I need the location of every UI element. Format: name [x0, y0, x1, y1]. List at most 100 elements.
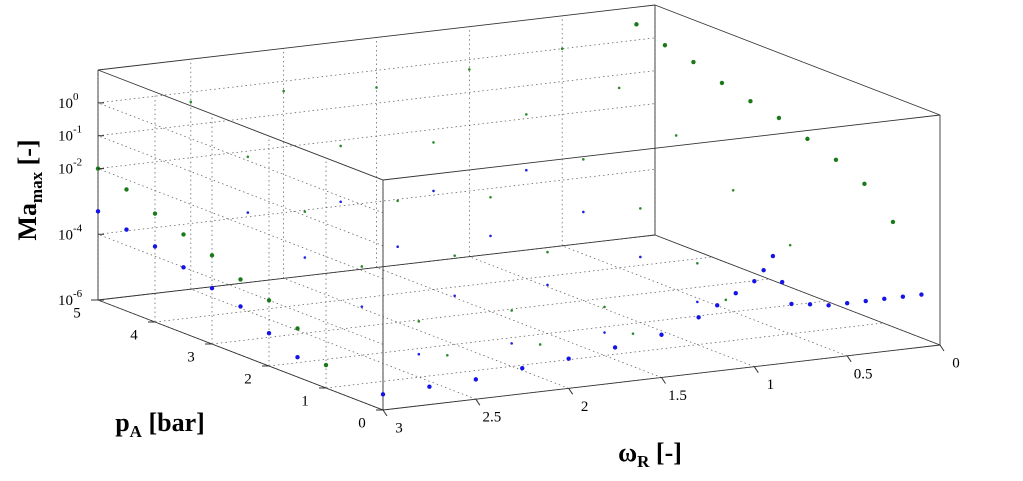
data-point — [733, 291, 738, 296]
z-tick-exp: -2 — [73, 156, 82, 168]
data-point — [779, 279, 785, 285]
title-main: Ma — [13, 203, 42, 241]
data-point — [209, 253, 215, 258]
data-point — [95, 209, 101, 214]
box-edge — [97, 299, 384, 411]
data-point — [674, 134, 678, 137]
grid-line — [97, 168, 384, 279]
tick-mark — [753, 366, 759, 373]
y-tick-label: 1 — [301, 393, 309, 409]
data-point — [634, 22, 639, 27]
data-point — [776, 115, 782, 121]
data-point — [639, 255, 642, 259]
data-point — [805, 136, 810, 142]
data-point — [724, 298, 728, 302]
z-tick-exp: 0 — [73, 90, 79, 102]
data-point — [863, 298, 868, 304]
grid-line — [97, 135, 384, 247]
data-point — [612, 345, 618, 350]
grid-line — [97, 103, 656, 169]
data-point — [375, 86, 378, 89]
y-tick-label: 5 — [73, 305, 81, 321]
title-unit: [-] — [656, 438, 682, 467]
grid-line — [376, 267, 662, 378]
data-point — [520, 365, 525, 371]
data-point — [696, 315, 701, 320]
grid-line — [268, 300, 827, 367]
data-point — [748, 99, 753, 104]
data-point — [295, 355, 300, 360]
grid-line — [211, 278, 770, 345]
data-point — [807, 302, 813, 307]
data-point — [525, 113, 528, 116]
data-point — [181, 265, 186, 270]
y-tick-label: 3 — [187, 349, 195, 365]
data-point — [696, 300, 699, 304]
data-point — [473, 377, 479, 382]
data-point — [826, 303, 831, 308]
data-point — [882, 296, 887, 302]
data-point — [862, 181, 867, 187]
tick-mark — [661, 377, 666, 384]
data-point — [603, 331, 606, 334]
data-point — [432, 141, 435, 144]
grid-line — [97, 168, 656, 235]
data-point — [603, 305, 606, 309]
data-point — [238, 304, 243, 309]
data-point — [453, 294, 456, 298]
data-point — [639, 207, 642, 210]
title-sub: R — [637, 452, 650, 471]
data-point — [266, 330, 272, 336]
data-point — [631, 332, 635, 335]
y-tick-label: 4 — [130, 327, 138, 343]
data-point — [546, 250, 549, 254]
data-point — [446, 354, 449, 357]
title-main: ω — [618, 438, 637, 467]
x-tick-label: 0 — [952, 355, 960, 371]
grid-line — [283, 278, 569, 389]
data-point — [427, 384, 432, 389]
data-point — [181, 232, 186, 237]
data-point — [919, 292, 924, 297]
y-tick-label: 0 — [358, 415, 366, 431]
tick-mark — [382, 409, 388, 417]
grid-line — [469, 256, 755, 367]
z-tick-base: 10 — [58, 162, 73, 178]
grid-line — [325, 322, 884, 389]
title-sub: A — [130, 422, 143, 441]
data-point — [659, 332, 664, 337]
data-point — [453, 254, 456, 257]
z-tick-label: 10-2 — [58, 156, 82, 178]
z-tick-base: 10 — [58, 293, 73, 309]
tick-mark — [475, 398, 481, 406]
title-main: p — [115, 408, 129, 437]
zlabel-title: Mamax [-] — [13, 139, 46, 240]
data-point — [538, 343, 542, 346]
data-point — [266, 298, 272, 303]
data-point — [432, 189, 435, 193]
data-point — [339, 200, 342, 204]
data-point — [900, 294, 906, 299]
grid-line — [97, 102, 384, 214]
data-point — [566, 356, 571, 361]
data-point — [489, 234, 492, 238]
data-point — [303, 256, 307, 259]
data-point — [303, 210, 307, 213]
tick-mark — [568, 388, 574, 395]
tick-mark — [846, 355, 852, 363]
box-edge — [97, 4, 656, 71]
data-point — [209, 285, 215, 291]
data-point — [246, 155, 250, 159]
z-tick-base: 10 — [58, 228, 73, 244]
data-point — [761, 267, 766, 273]
data-point — [890, 219, 896, 225]
data-point — [339, 144, 342, 148]
data-point — [489, 195, 492, 199]
z-tick-label: 10-1 — [58, 123, 82, 145]
x-tick-label: 3 — [395, 420, 403, 436]
x-tick-label: 1.5 — [668, 388, 687, 404]
box-edge — [97, 234, 656, 301]
data-point — [152, 244, 158, 249]
box-edge — [382, 114, 941, 181]
